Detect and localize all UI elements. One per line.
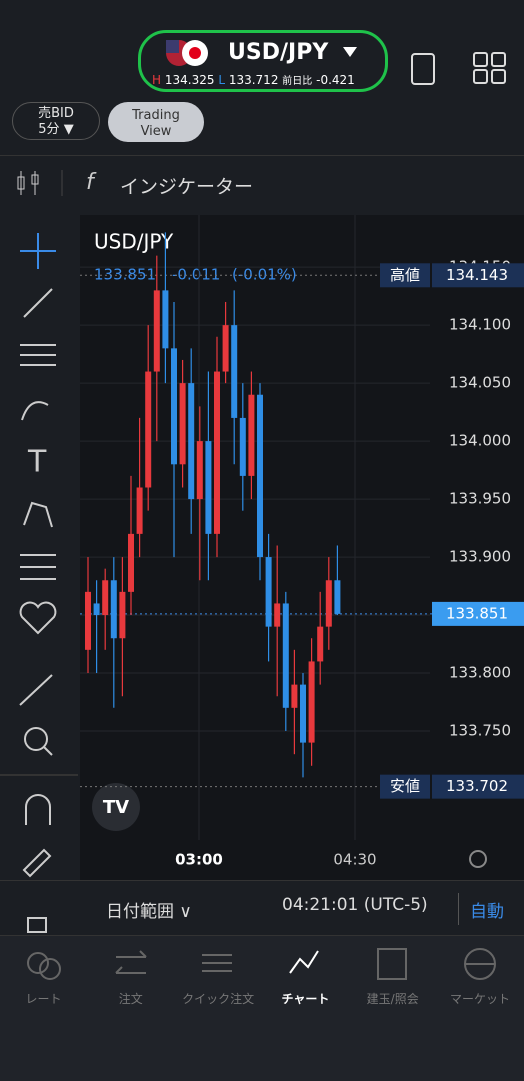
low_line-label-bg [380, 774, 430, 799]
tv-logo-text: TV [103, 797, 129, 818]
candle-body [214, 371, 220, 534]
quote-change: -0.011 [172, 266, 220, 284]
candle-body [171, 348, 177, 465]
date-range-label: 日付範囲 [106, 902, 174, 922]
trading-view-button[interactable]: Trading View [108, 102, 204, 142]
current-price-bg [432, 601, 524, 626]
candle-body [300, 684, 306, 743]
x-tick-label: 04:30 [333, 851, 376, 869]
candle-body [257, 394, 263, 558]
tab[interactable]: 建玉/照会 [366, 992, 419, 1006]
tab[interactable]: 注文 [118, 992, 143, 1006]
low: 133.712 [228, 73, 279, 87]
tab-bar [0, 935, 524, 1081]
candle-body [317, 626, 324, 662]
tab[interactable]: マーケット [449, 992, 510, 1006]
chart-title: USD/JPY [94, 230, 174, 254]
candle-body [222, 325, 229, 372]
candle-body [179, 383, 186, 465]
drawing-toolbar[interactable]: T [0, 215, 78, 935]
quote-pct: (-0.01%) [232, 266, 297, 284]
symbol: USD/JPY [228, 40, 329, 65]
quote-price: 133.851 [94, 266, 156, 284]
flags [166, 40, 208, 66]
chart: USD/JPY 133.851 -0.011 (-0.01%) 03:00 04… [80, 215, 524, 880]
indicator-bar [0, 155, 524, 212]
high: 134.325 [164, 73, 215, 87]
settings-icon[interactable] [469, 850, 487, 868]
price-type-label: 売BID [38, 106, 74, 121]
candle-body [162, 290, 169, 349]
candle-body [102, 580, 109, 616]
high_line-value-bg [432, 263, 524, 288]
y-tick-label: 133.800 [449, 664, 511, 682]
change: -0.421 [316, 73, 355, 87]
candle-body [291, 684, 298, 708]
y-tick-label: 133.950 [449, 490, 511, 508]
low_line-value-bg [432, 774, 524, 799]
high_line-label: 高値 [390, 266, 420, 284]
l: L [218, 73, 225, 87]
x-tick-label: 03:00 [175, 851, 223, 869]
high_line-label-bg [380, 263, 430, 288]
date-range[interactable]: 日付範囲 ∨ [106, 902, 192, 922]
price-type[interactable]: 売BID 5分 ▼ [12, 102, 100, 140]
tab[interactable]: チャート [281, 992, 330, 1006]
high_line-value: 134.143 [446, 266, 508, 284]
chart-footer [0, 880, 524, 936]
svg-text:f: f [86, 170, 97, 195]
candle-body [265, 557, 272, 627]
change-label: 前日比 [282, 76, 313, 87]
candle-body [308, 661, 315, 743]
svg-text:T: T [27, 445, 47, 480]
low_line-label: 安値 [390, 777, 420, 795]
auto-button[interactable]: 自動 [470, 902, 504, 922]
y-tick-label: 134.100 [449, 316, 511, 334]
candle-body [153, 290, 160, 372]
indicator[interactable]: インジケーター [120, 176, 254, 198]
candle-body [136, 487, 143, 534]
low_line-value: 133.702 [446, 777, 508, 795]
candle-body [93, 603, 100, 616]
y-tick-label: 133.750 [449, 722, 511, 740]
tab[interactable]: レート [25, 992, 62, 1006]
candle-body [248, 394, 255, 476]
daily-range: H 134.325 L 133.712 前日比 -0.421 [152, 72, 355, 87]
symbol-selector[interactable] [138, 30, 388, 92]
candle-body [196, 441, 203, 500]
candle-body [325, 580, 332, 627]
y-tick-label: 134.000 [449, 432, 511, 450]
candle-body [110, 580, 117, 639]
candle-body [85, 591, 91, 650]
candle-body [119, 591, 126, 639]
clock: 04:21:01 (UTC-5) [282, 895, 428, 915]
indicator-icons: f [17, 170, 97, 196]
candle-body [205, 441, 212, 534]
candle-body [145, 371, 152, 488]
candle-body [231, 325, 238, 418]
candle-body [239, 417, 246, 476]
y-tick-label: 133.900 [449, 548, 511, 566]
tab[interactable]: クイック注文 [182, 992, 255, 1006]
tab-icons [27, 948, 496, 980]
dropdown-arrow [343, 47, 357, 57]
h: H [152, 73, 162, 87]
candle-body [334, 580, 341, 614]
candle-body [274, 603, 281, 627]
y-tick-label: 134.050 [449, 374, 511, 392]
interval: 5分 [38, 122, 60, 137]
header-icons[interactable] [408, 50, 508, 90]
candle-body [128, 533, 134, 592]
tv-logo[interactable] [92, 783, 140, 831]
candle-body [188, 383, 195, 500]
current-price-label: 133.851 [446, 604, 508, 622]
candle-body [282, 603, 289, 708]
